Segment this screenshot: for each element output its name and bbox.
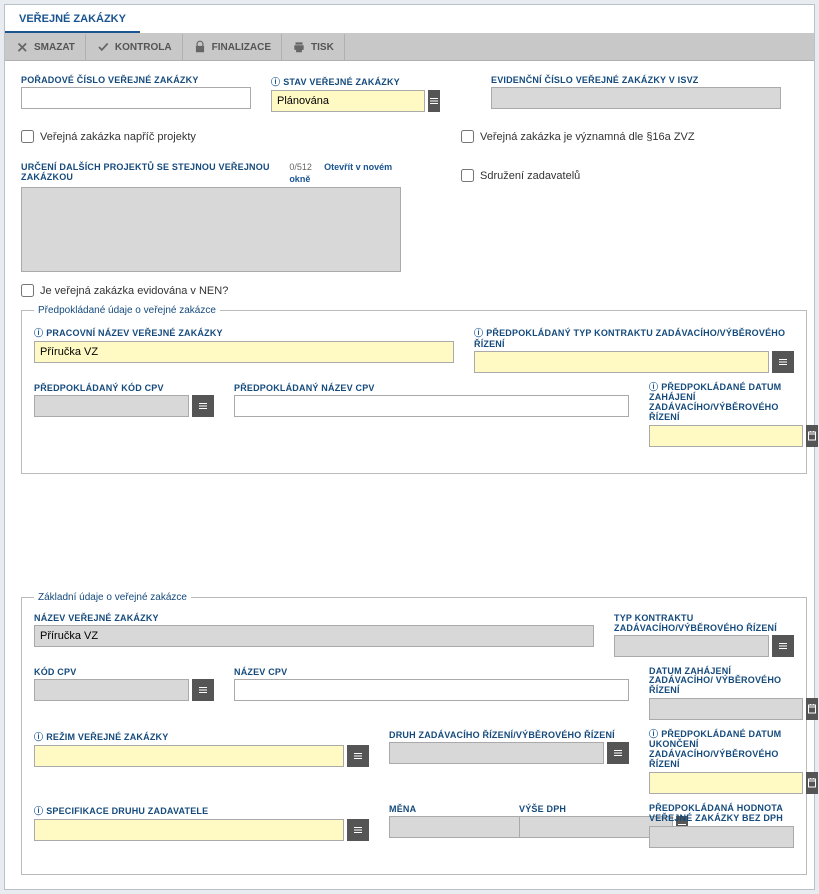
evidencni-input	[491, 87, 781, 109]
list-icon	[777, 356, 789, 368]
tisk-button[interactable]: TISK	[282, 34, 345, 60]
specifikace-input[interactable]	[34, 819, 344, 841]
pred-nazev-cpv-input[interactable]	[234, 395, 629, 417]
rezim-input[interactable]	[34, 745, 344, 767]
typ-kontraktu-lookup[interactable]	[772, 635, 794, 657]
list-icon	[428, 95, 440, 107]
list-icon	[777, 640, 789, 652]
druh-label: DRUH ZADÁVACÍHO ŘÍZENÍ/VÝBĚROVÉHO ŘÍZENÍ	[389, 730, 629, 740]
predpokladane-fieldset: Předpokládané údaje o veřejné zakázce PR…	[21, 305, 807, 474]
tab-verejne-zakazky[interactable]: VEŘEJNÉ ZAKÁZKY	[5, 5, 140, 33]
zakladni-fieldset: Základní údaje o veřejné zakázce NÁZEV V…	[21, 592, 807, 875]
vyse-dph-label: VÝŠE DPH	[519, 804, 629, 814]
pred-typ-kontraktu-input[interactable]	[474, 351, 769, 373]
poradove-label: POŘADOVÉ ČÍSLO VEŘEJNÉ ZAKÁZKY	[21, 75, 251, 85]
stav-lookup-button[interactable]	[428, 90, 440, 112]
urceni-textarea[interactable]	[21, 187, 401, 272]
cb-nen[interactable]	[21, 284, 34, 297]
datum-zahajeni-label: DATUM ZAHÁJENÍ ZADÁVACÍHO/ VÝBĚROVÉHO ŘÍ…	[649, 667, 794, 697]
smazat-button[interactable]: SMAZAT	[5, 34, 86, 60]
datum-zahajeni-input[interactable]	[649, 698, 803, 720]
content-area: POŘADOVÉ ČÍSLO VEŘEJNÉ ZAKÁZKY STAV VEŘE…	[5, 61, 814, 889]
toolbar: SMAZAT KONTROLA FINALIZACE TISK	[5, 34, 814, 61]
pred-kod-cpv-lookup[interactable]	[192, 395, 214, 417]
pracovni-nazev-input[interactable]	[34, 341, 454, 363]
pred-kod-cpv-input[interactable]	[34, 395, 189, 417]
zakladni-legend: Základní údaje o veřejné zakázce	[34, 592, 191, 603]
hodnota-input[interactable]	[649, 826, 794, 848]
print-icon	[292, 40, 306, 54]
nazev-cpv-input[interactable]	[234, 679, 629, 701]
cb-nen-label: Je veřejná zakázka evidována v NEN?	[40, 285, 228, 297]
pred-typ-kontraktu-label: PŘEDPOKLÁDANÝ TYP KONTRAKTU ZADÁVACÍHO/V…	[474, 326, 794, 349]
pred-nazev-cpv-label: PŘEDPOKLÁDANÝ NÁZEV CPV	[234, 383, 629, 393]
datum-ukonceni-label: PŘEDPOKLÁDANÉ DATUM UKONČENÍ ZADÁVACÍHO/…	[649, 730, 794, 770]
check-icon	[96, 40, 110, 54]
kontrola-label: KONTROLA	[115, 42, 172, 53]
tab-bar: VEŘEJNÉ ZAKÁZKY	[5, 5, 814, 34]
lock-icon	[193, 40, 207, 54]
typ-kontraktu-input	[614, 635, 769, 657]
typ-kontraktu-label: TYP KONTRAKTU ZADÁVACÍHO/VÝBĚROVÉHO ŘÍZE…	[614, 613, 794, 633]
delete-icon	[15, 40, 29, 54]
pred-kod-cpv-label: PŘEDPOKLÁDANÝ KÓD CPV	[34, 383, 214, 393]
pred-datum-zahajeni-input[interactable]	[649, 425, 803, 447]
kontrola-button[interactable]: KONTROLA	[86, 34, 183, 60]
datum-ukonceni-picker[interactable]	[806, 772, 818, 794]
cb-napric-label: Veřejná zakázka napříč projekty	[40, 131, 196, 143]
hodnota-label: PŘEDPOKLÁDANÁ HODNOTA VEŘEJNÉ ZAKÁZKY BE…	[649, 804, 794, 824]
stav-label: STAV VEŘEJNÉ ZAKÁZKY	[271, 75, 426, 88]
list-icon	[197, 400, 209, 412]
specifikace-label: SPECIFIKACE DRUHU ZADAVATELE	[34, 804, 369, 817]
kod-cpv-label: KÓD CPV	[34, 667, 214, 677]
kod-cpv-input[interactable]	[34, 679, 189, 701]
calendar-icon	[806, 430, 818, 442]
specifikace-lookup[interactable]	[347, 819, 369, 841]
list-icon	[352, 750, 364, 762]
urceni-label: URČENÍ DALŠÍCH PROJEKTŮ SE STEJNOU VEŘEJ…	[21, 162, 289, 182]
kod-cpv-lookup[interactable]	[192, 679, 214, 701]
pred-datum-zahajeni-label: PŘEDPOKLÁDANÉ DATUM ZAHÁJENÍ ZADÁVACÍHO/…	[649, 383, 794, 423]
poradove-input[interactable]	[21, 87, 251, 109]
list-icon	[612, 747, 624, 759]
stav-input[interactable]	[271, 90, 425, 112]
nazev-cpv-label: NÁZEV CPV	[234, 667, 629, 677]
cb-sdruzeni[interactable]	[461, 169, 474, 182]
cb-vyznamna-label: Veřejná zakázka je významná dle §16a ZVZ	[480, 131, 695, 143]
nazev-input	[34, 625, 594, 647]
cb-vyznamna[interactable]	[461, 130, 474, 143]
list-icon	[197, 684, 209, 696]
urceni-counter: 0/512	[289, 162, 312, 172]
cb-sdruzeni-label: Sdružení zadavatelů	[480, 170, 580, 182]
pracovni-nazev-label: PRACOVNÍ NÁZEV VEŘEJNÉ ZAKÁZKY	[34, 326, 454, 339]
finalizace-label: FINALIZACE	[212, 42, 271, 53]
druh-lookup[interactable]	[607, 742, 629, 764]
nazev-label: NÁZEV VEŘEJNÉ ZAKÁZKY	[34, 613, 594, 623]
calendar-icon	[806, 703, 818, 715]
predpokladane-legend: Předpokládané údaje o veřejné zakázce	[34, 305, 220, 316]
cb-napric[interactable]	[21, 130, 34, 143]
calendar-icon	[806, 777, 818, 789]
smazat-label: SMAZAT	[34, 42, 75, 53]
datum-ukonceni-input[interactable]	[649, 772, 803, 794]
list-icon	[352, 824, 364, 836]
main-panel: VEŘEJNÉ ZAKÁZKY SMAZAT KONTROLA FINALIZA…	[4, 4, 815, 890]
pred-typ-kontraktu-lookup[interactable]	[772, 351, 794, 373]
tisk-label: TISK	[311, 42, 334, 53]
evidencni-label: EVIDENČNÍ ČÍSLO VEŘEJNÉ ZAKÁZKY V ISVZ	[491, 75, 781, 85]
druh-input[interactable]	[389, 742, 604, 764]
rezim-lookup[interactable]	[347, 745, 369, 767]
pred-datum-zahajeni-picker[interactable]	[806, 425, 818, 447]
mena-label: MĚNA	[389, 804, 499, 814]
finalizace-button[interactable]: FINALIZACE	[183, 34, 282, 60]
rezim-label: REŽIM VEŘEJNÉ ZAKÁZKY	[34, 730, 369, 743]
datum-zahajeni-picker[interactable]	[806, 698, 818, 720]
